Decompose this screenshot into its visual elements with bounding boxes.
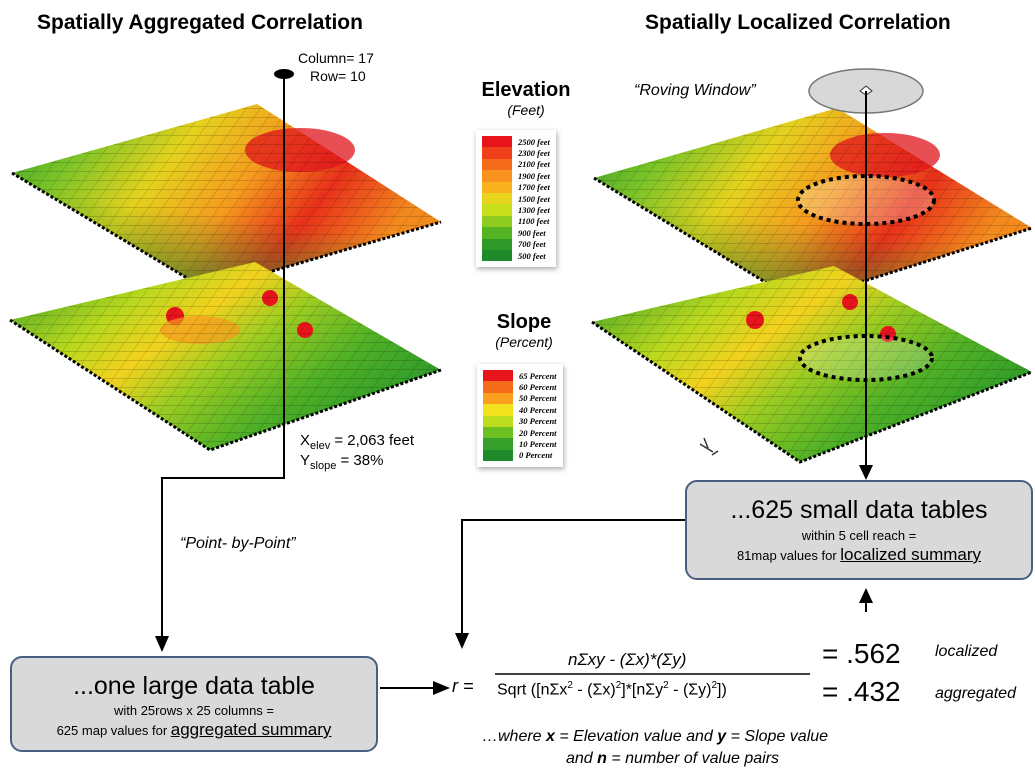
slope-legend-row: 40 Percent bbox=[483, 404, 557, 416]
elevation-legend-row: 2500 feet bbox=[482, 136, 550, 148]
probe-column-label: Column= 17 bbox=[298, 50, 374, 66]
elevation-legend-row: 1700 feet bbox=[482, 181, 550, 193]
elevation-map-left bbox=[11, 104, 442, 292]
slope-legend-swatch bbox=[483, 415, 513, 427]
elevation-legend-row: 1100 feet bbox=[482, 215, 550, 228]
elevation-legend-swatch bbox=[482, 170, 512, 182]
elevation-legend-swatch bbox=[482, 227, 512, 239]
right-heading: Spatially Localized Correlation bbox=[645, 11, 951, 34]
slope-legend-unit: (Percent) bbox=[495, 334, 553, 350]
slope-legend-row: 0 Percent bbox=[483, 449, 557, 462]
large-table-title: ...one large data table bbox=[73, 672, 315, 700]
elevation-legend-label: 2300 feet bbox=[518, 148, 550, 159]
slope-map-right bbox=[591, 266, 1033, 464]
elevation-legend-swatch bbox=[482, 238, 512, 250]
slope-legend-label: 30 Percent bbox=[519, 416, 557, 427]
slope-legend-swatch bbox=[483, 392, 513, 405]
slope-map-left bbox=[9, 262, 442, 452]
probe-row-label: Row= 10 bbox=[310, 68, 366, 84]
slope-legend: 65 Percent 60 Percent 50 Percent 40 Percent… bbox=[477, 364, 563, 468]
elevation-legend-swatch bbox=[482, 158, 512, 171]
elevation-legend-row: 2300 feet bbox=[482, 147, 550, 159]
slope-legend-label: 50 Percent bbox=[519, 393, 557, 404]
point-by-point-label: “Point- by-Point” bbox=[180, 535, 296, 552]
elevation-legend-row: 1300 feet bbox=[482, 204, 550, 216]
slope-legend-label: 20 Percent bbox=[519, 427, 557, 438]
slope-legend-swatch bbox=[483, 426, 513, 439]
slope-legend-header: Slope (Percent) bbox=[464, 311, 584, 350]
probe-left bbox=[274, 69, 294, 455]
x-elev-readout: Xelev = 2,063 feet bbox=[300, 432, 415, 452]
elevation-legend-label: 900 feet bbox=[518, 227, 546, 238]
slope-legend-row: 20 Percent bbox=[483, 426, 557, 439]
large-table-line2: 625 map values for aggregated summary bbox=[56, 720, 332, 739]
slope-legend-label: 65 Percent bbox=[519, 370, 557, 381]
slope-legend-label: 10 Percent bbox=[519, 439, 557, 450]
elevation-legend-label: 1100 feet bbox=[518, 216, 550, 227]
aggregated-value: = .432 bbox=[822, 676, 901, 707]
slope-legend-row: 30 Percent bbox=[483, 415, 557, 427]
slope-legend-swatch bbox=[483, 449, 513, 462]
elevation-legend-label: 2100 feet bbox=[518, 159, 550, 170]
elevation-legend-row: 900 feet bbox=[482, 227, 550, 239]
slope-legend-swatch bbox=[483, 438, 513, 450]
elevation-legend-label: 500 feet bbox=[518, 250, 546, 261]
elevation-legend-unit: (Feet) bbox=[507, 102, 545, 118]
slope-legend-title: Slope bbox=[496, 311, 552, 333]
left-heading: Spatially Aggregated Correlation bbox=[37, 11, 363, 34]
elevation-legend-title: Elevation bbox=[481, 79, 571, 101]
elevation-legend-row: 1500 feet bbox=[482, 192, 550, 205]
elevation-legend-label: 1900 feet bbox=[518, 170, 550, 181]
elevation-legend-swatch bbox=[482, 192, 512, 205]
elevation-legend-row: 700 feet bbox=[482, 238, 550, 250]
formula-lhs: r = bbox=[452, 676, 474, 696]
slope-legend-row: 10 Percent bbox=[483, 438, 557, 450]
slope-legend-label: 0 Percent bbox=[519, 450, 553, 461]
large-table-box: ...one large data table with 25rows x 25… bbox=[10, 656, 378, 752]
elevation-legend-row: 2100 feet bbox=[482, 158, 550, 171]
elevation-legend-row: 500 feet bbox=[482, 249, 550, 262]
roving-window-probe bbox=[808, 68, 924, 470]
aggregated-label: aggregated bbox=[935, 685, 1016, 702]
slope-legend-label: 60 Percent bbox=[519, 382, 557, 393]
small-tables-box: ...625 small data tables within 5 cell r… bbox=[685, 480, 1033, 580]
slope-legend-swatch bbox=[483, 381, 513, 393]
formula-numerator: nΣxy - (Σx)*(Σy) bbox=[568, 650, 687, 669]
roving-window-label: “Roving Window” bbox=[634, 82, 756, 99]
elevation-legend: 2500 feet 2300 feet 2100 feet 1900 feet 1700… bbox=[476, 130, 556, 268]
small-tables-title: ...625 small data tables bbox=[730, 496, 988, 524]
elevation-legend-swatch bbox=[482, 204, 512, 216]
slope-legend-row: 50 Percent bbox=[483, 392, 557, 405]
elevation-legend-swatch bbox=[482, 147, 512, 159]
footnote-line2: and n = number of value pairs bbox=[566, 750, 780, 767]
flow-arrows bbox=[155, 455, 873, 695]
elevation-legend-swatch bbox=[482, 181, 512, 193]
elevation-legend-label: 700 feet bbox=[518, 239, 546, 250]
footnote-line1: …where x = Elevation value and y = Slope… bbox=[482, 728, 829, 745]
elevation-legend-label: 1300 feet bbox=[518, 205, 550, 216]
formula-denominator: Sqrt ([nΣx2 - (Σx)2]*[nΣy2 - (Σy)2]) bbox=[497, 680, 727, 699]
elevation-legend-swatch bbox=[482, 249, 512, 262]
slope-legend-swatch bbox=[483, 404, 513, 416]
elevation-legend-label: 1700 feet bbox=[518, 182, 550, 193]
slope-legend-row: 65 Percent bbox=[483, 370, 557, 382]
localized-label: localized bbox=[935, 643, 998, 660]
small-tables-line1: within 5 cell reach = bbox=[801, 528, 917, 543]
slope-legend-label: 40 Percent bbox=[519, 404, 557, 415]
slope-legend-row: 60 Percent bbox=[483, 381, 557, 393]
localized-value: = .562 bbox=[822, 638, 901, 669]
large-table-line1: with 25rows x 25 columns = bbox=[113, 703, 275, 718]
elevation-legend-row: 1900 feet bbox=[482, 170, 550, 182]
elevation-legend-label: 2500 feet bbox=[518, 136, 550, 147]
elevation-legend-label: 1500 feet bbox=[518, 193, 550, 204]
slope-legend-swatch bbox=[483, 370, 513, 382]
elevation-legend-swatch bbox=[482, 136, 512, 148]
y-slope-readout: Yslope = 38% bbox=[300, 452, 384, 472]
elevation-legend-header: Elevation (Feet) bbox=[466, 79, 586, 118]
elevation-legend-swatch bbox=[482, 215, 512, 228]
small-tables-line2: 81map values for localized summary bbox=[736, 545, 982, 564]
north-arrow-icon bbox=[699, 437, 719, 456]
